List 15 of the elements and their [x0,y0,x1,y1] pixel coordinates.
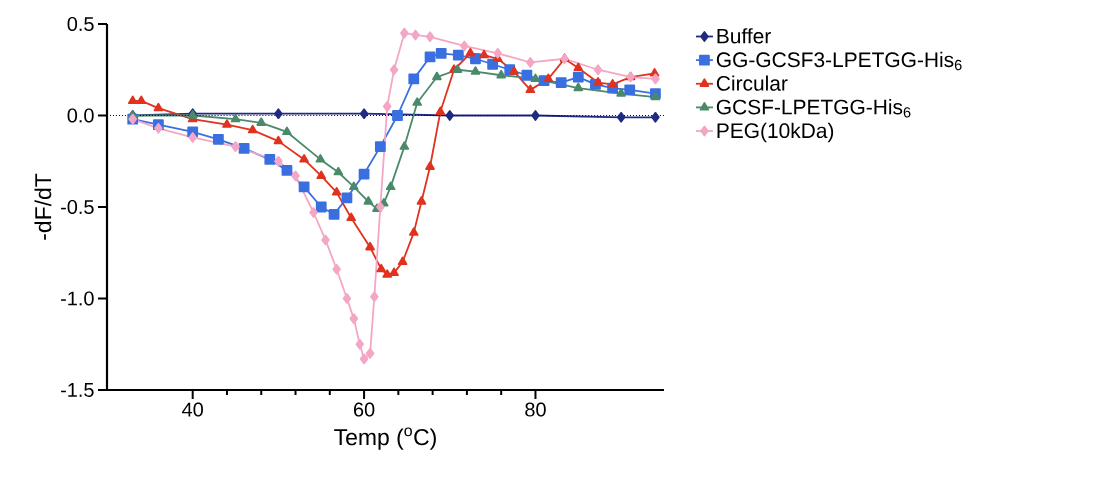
y-tick-label: -1.5 [61,383,94,397]
y-tick-label: -0.5 [61,199,94,215]
legend-label: GCSF-LPETGG-His$_{6}$ [716,99,911,118]
y-tick-label: 0.5 [67,16,94,32]
legend-label: PEG(10kDa) [717,122,834,143]
x-tick-label: 80 [525,402,546,417]
legend-label: Circular [716,75,788,91]
y-axis-title: -dF/dT [34,173,52,240]
legend-label: GG-GCSF3-LPETGG-His$_{6}$ [716,51,962,71]
legend-label: Buffer [717,28,771,44]
x-tick-label: 40 [182,402,203,417]
y-tick-label: -1.0 [61,291,94,306]
y-tick-label: 0.0 [67,108,94,123]
x-axis-title: Temp ($^{o}$C) [334,427,436,450]
x-tick-label: 60 [354,402,375,417]
